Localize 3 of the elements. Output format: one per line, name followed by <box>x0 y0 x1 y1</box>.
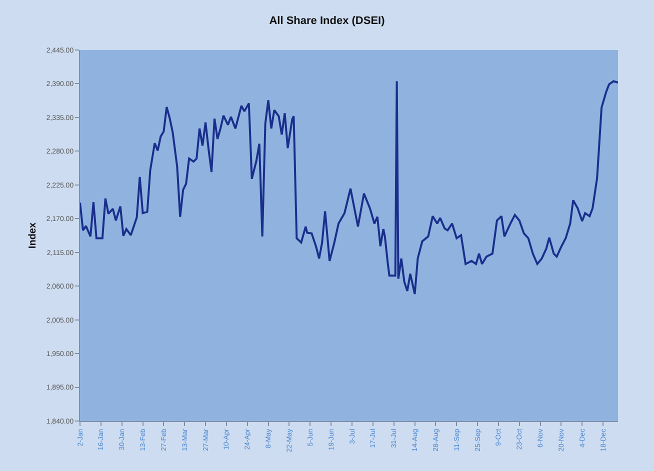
y-axis-title: Index <box>27 222 38 249</box>
line-series <box>80 80 618 296</box>
chart-title: All Share Index (DSEI) <box>269 15 386 28</box>
